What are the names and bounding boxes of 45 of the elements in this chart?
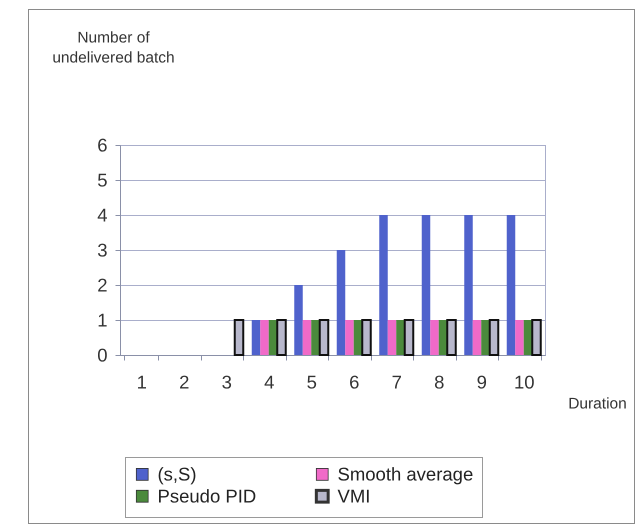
bar <box>252 320 260 355</box>
x-tick-label: 8 <box>434 372 444 392</box>
x-tick-label: 2 <box>179 372 190 392</box>
y-tick-label: 0 <box>97 344 108 366</box>
x-tick-label: 7 <box>392 372 402 392</box>
x-tick-label: 9 <box>476 372 487 392</box>
x-tick-label: 10 <box>514 372 535 392</box>
legend-label: Smooth average <box>338 463 474 484</box>
bar <box>506 215 516 355</box>
bar <box>361 319 372 356</box>
bar <box>276 319 287 356</box>
y-axis-title: Number of undelivered batch <box>52 30 175 66</box>
bar <box>515 320 524 355</box>
bar <box>234 319 244 356</box>
bar <box>345 320 354 355</box>
bar <box>302 320 312 355</box>
bar <box>422 215 430 355</box>
x-axis-title: Duration <box>568 396 627 412</box>
bar <box>318 319 330 356</box>
bar <box>446 319 457 356</box>
y-tick-label: 2 <box>97 274 108 296</box>
x-tick-label: 1 <box>136 372 147 392</box>
y-tick-label: 1 <box>97 310 108 330</box>
x-tick-label: 3 <box>222 372 232 392</box>
bar <box>464 215 473 355</box>
legend-label: (s,S) <box>158 463 197 484</box>
legend-label: Pseudo PID <box>158 485 256 506</box>
x-tick-label: 5 <box>306 372 317 392</box>
y-tick-label: 3 <box>97 240 108 260</box>
y-tick-label: 4 <box>97 204 108 226</box>
bar <box>488 319 500 356</box>
bar <box>472 320 482 355</box>
x-tick-label: 4 <box>264 372 274 392</box>
y-tick-label: 6 <box>97 134 108 156</box>
bar <box>404 319 414 356</box>
bar <box>336 250 346 355</box>
y-tick-label: 5 <box>97 170 108 190</box>
bar <box>430 320 439 355</box>
legend-label: VMI <box>338 485 370 506</box>
bar <box>260 320 269 355</box>
x-tick-label: 6 <box>349 372 360 392</box>
bar <box>379 215 388 355</box>
bar <box>531 319 542 356</box>
bar <box>294 285 303 355</box>
bar <box>388 320 396 355</box>
